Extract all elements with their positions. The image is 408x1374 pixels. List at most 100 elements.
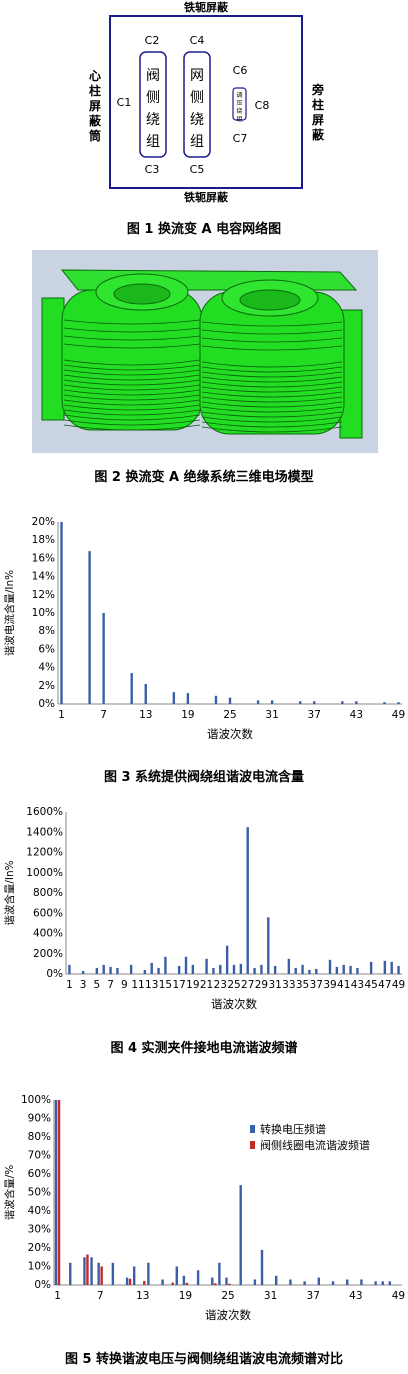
x-tick-label: 5	[94, 979, 101, 991]
y-tick-label: 6%	[38, 643, 55, 655]
bar	[143, 1280, 146, 1285]
bar	[383, 702, 386, 704]
bar	[355, 701, 358, 704]
bar	[129, 964, 133, 974]
x-tick-label: 29	[255, 979, 268, 991]
bar	[369, 961, 373, 974]
bar	[256, 700, 260, 704]
regulating-winding-box	[232, 87, 247, 121]
bar	[328, 959, 332, 974]
bar	[109, 966, 112, 974]
bar	[299, 701, 302, 704]
y-tick-label: 20%	[32, 516, 55, 528]
y-tick-label: 10%	[32, 607, 55, 619]
y-tick-label: 10%	[28, 1261, 51, 1273]
bar	[218, 1262, 221, 1285]
bar	[275, 1275, 278, 1285]
spectrum-comparison-chart: 0% 10% 20% 30% 40% 50% 60% 70% 80% 90% 100% 1 7 13 19 2…	[3, 1094, 405, 1322]
yoke-shield-top-label: 铁轭屏蔽	[184, 0, 229, 14]
x-tick-label: 47	[378, 979, 391, 991]
figure-4-caption: 图 4 实测夹件接地电流谐波频谱	[110, 1041, 298, 1056]
bar	[100, 1266, 103, 1285]
bar	[317, 1277, 321, 1285]
bar	[182, 1275, 186, 1285]
legend-swatch	[250, 1125, 255, 1133]
bar	[68, 964, 71, 974]
grid-winding-box	[183, 51, 211, 158]
vertical-char: 屏	[311, 113, 324, 127]
y-tick-label: 1000%	[26, 867, 63, 879]
bar	[69, 1262, 72, 1285]
vertical-char: 旁	[311, 82, 324, 97]
bar	[381, 1281, 384, 1285]
label-c3: C3	[145, 163, 160, 176]
y-tick-label: 0%	[38, 698, 55, 710]
bar	[144, 683, 147, 704]
y-tick-label: 90%	[28, 1113, 51, 1125]
x-tick-label: 27	[241, 979, 254, 991]
bar	[225, 1277, 228, 1285]
label-c2: C2	[145, 34, 160, 47]
x-tick-label: 9	[121, 979, 128, 991]
x-tick-label: 13	[139, 709, 152, 721]
y-tick-label: 1600%	[26, 806, 63, 818]
bar	[225, 945, 229, 974]
bar	[211, 1277, 214, 1285]
vertical-char: 阀	[146, 68, 160, 84]
label-c6: C6	[233, 64, 248, 77]
bar	[301, 964, 304, 974]
bar	[143, 969, 147, 974]
bar	[102, 964, 105, 974]
bar	[111, 1262, 115, 1285]
bar	[397, 965, 400, 974]
x-axis-label: 谐波次数	[205, 1308, 251, 1322]
bar	[294, 967, 297, 974]
vertical-char: 组	[190, 134, 204, 150]
harmonic-current-chart: 0% 2% 4% 6% 8% 10% 12% 14% 16% 18% 20% 1 7 13 19 25 31 37…	[3, 516, 405, 741]
legend-entry: 阀侧线圈电流谐波频谱	[260, 1138, 370, 1152]
bar	[331, 1281, 335, 1285]
vertical-char: 绕	[236, 107, 242, 115]
bar	[150, 962, 153, 974]
figure-1-caption: 图 1 换流变 A 电容网络图	[126, 222, 282, 237]
bar	[360, 1279, 363, 1285]
y-tick-label: 8%	[38, 625, 55, 637]
bar	[253, 967, 256, 974]
bar	[270, 700, 274, 704]
bar	[253, 1279, 257, 1285]
bar	[303, 1281, 306, 1285]
vertical-char: 柱	[312, 97, 324, 112]
bar	[164, 956, 167, 974]
bar	[315, 968, 318, 974]
valve-winding-label: 阀侧绕组	[146, 68, 160, 150]
bar	[128, 1278, 132, 1285]
bar	[397, 702, 400, 704]
y-tick-label: 20%	[28, 1242, 51, 1254]
x-tick-label: 23	[214, 979, 227, 991]
y-tick-label: 40%	[28, 1205, 51, 1217]
x-tick-label: 3	[80, 979, 87, 991]
label-c5: C5	[190, 163, 205, 176]
y-tick-label: 100%	[21, 1094, 51, 1106]
vertical-char: 网	[190, 68, 204, 84]
x-tick-label: 31	[264, 1290, 277, 1302]
x-tick-label: 25	[227, 979, 240, 991]
x-tick-label: 49	[392, 1290, 405, 1302]
y-tick-label: 16%	[32, 552, 55, 564]
y-tick-label: 14%	[32, 571, 55, 583]
bar	[185, 1282, 189, 1285]
label-c8: C8	[255, 99, 270, 112]
x-tick-label: 39	[323, 979, 336, 991]
bar	[228, 697, 232, 704]
vertical-char: 柱	[89, 83, 101, 98]
x-tick-label: 11	[131, 979, 144, 991]
x-tick-label: 13	[145, 979, 158, 991]
x-tick-label: 49	[392, 979, 405, 991]
bar	[81, 970, 85, 974]
insulation-3d-model-image	[32, 250, 378, 453]
x-tick-label: 43	[349, 1290, 362, 1302]
transformer-model	[41, 269, 363, 439]
